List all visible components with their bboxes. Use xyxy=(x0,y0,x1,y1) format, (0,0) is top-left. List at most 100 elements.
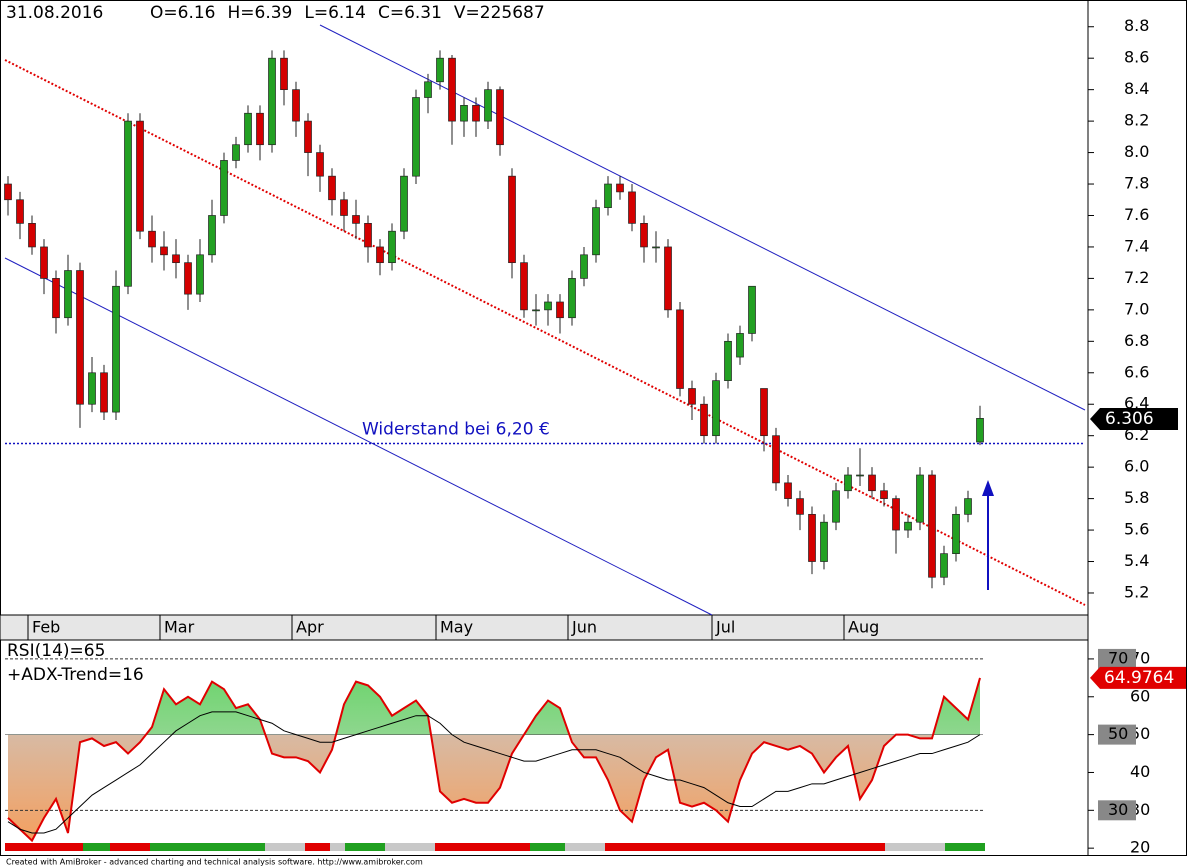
trend-strip xyxy=(5,843,985,851)
candle-body xyxy=(340,199,348,216)
candle-body xyxy=(688,388,696,405)
y-tick-label: 8.6 xyxy=(1124,48,1149,67)
candle-body xyxy=(832,490,840,523)
candle-body xyxy=(640,223,648,248)
legend-label: +ADX-Trend=16 xyxy=(7,665,144,685)
y-tick-label: 8.2 xyxy=(1124,111,1149,130)
series-line xyxy=(7,711,981,834)
candle-body xyxy=(244,112,252,146)
candle-body xyxy=(64,270,72,319)
candle-body xyxy=(172,254,180,264)
candle-body xyxy=(844,474,852,492)
candle-body xyxy=(268,57,276,146)
candle-body xyxy=(16,199,24,224)
candle-body xyxy=(532,309,540,312)
candle-body xyxy=(856,474,864,477)
candle-body xyxy=(952,513,960,555)
candle-body xyxy=(424,81,432,98)
x-tick-label: Feb xyxy=(32,618,60,637)
y-tick-label: 5.8 xyxy=(1124,488,1149,507)
y-tick-label: 6.4 xyxy=(1124,394,1149,413)
y-tick-label: 40 xyxy=(1130,762,1150,781)
candle-body xyxy=(616,183,624,193)
date-strip xyxy=(0,614,1089,641)
ohlcv-label: V=225687 xyxy=(454,3,545,23)
candle-body xyxy=(544,301,552,311)
legend-label: RSI(14)=65 xyxy=(7,641,105,661)
ohlcv-label: H=6.39 xyxy=(227,3,292,23)
level-label: 30 xyxy=(1108,800,1128,819)
y-tick-label: 8.0 xyxy=(1124,142,1149,161)
y-tick-label: 5.2 xyxy=(1124,582,1149,601)
candle-body xyxy=(148,230,156,248)
candle-body xyxy=(700,403,708,437)
candle-body xyxy=(100,372,108,413)
rsi-fill-down xyxy=(8,735,933,841)
candle-body xyxy=(724,340,732,381)
last-rsi-box xyxy=(1090,666,1186,689)
annotation: Widerstand bei 6,20 € xyxy=(362,420,550,440)
x-tick-label: Jun xyxy=(571,618,597,637)
series-line xyxy=(7,677,981,843)
y-tick-label: 6.0 xyxy=(1124,457,1149,476)
candle-body xyxy=(748,285,756,334)
y-tick-label: 20 xyxy=(1130,838,1150,857)
candle-body xyxy=(520,262,528,311)
y-tick-label: 7.6 xyxy=(1124,205,1149,224)
candle-body xyxy=(352,215,360,224)
candle-body xyxy=(652,246,660,249)
channel-upper xyxy=(319,24,1086,411)
x-tick-label: Mar xyxy=(164,618,195,637)
candle-body xyxy=(40,246,48,279)
last-price-box xyxy=(1090,408,1178,431)
candle-body xyxy=(760,388,768,437)
candle-body xyxy=(676,309,684,389)
candle-body xyxy=(256,112,264,146)
ohlcv-label: L=6.14 xyxy=(304,3,366,23)
candle-body xyxy=(484,89,492,122)
candle-body xyxy=(580,254,588,279)
candle-body xyxy=(124,120,132,287)
candle-body xyxy=(568,278,576,319)
candle-body xyxy=(940,553,948,578)
candle-body xyxy=(4,183,12,201)
candle-body xyxy=(52,278,60,319)
candle-body xyxy=(280,57,288,91)
x-tick-label: Apr xyxy=(296,618,324,637)
arrow-head xyxy=(982,480,994,496)
candle-body xyxy=(208,215,216,256)
footer: Created with AmiBroker - advanced charti… xyxy=(6,858,423,867)
candle-body xyxy=(412,97,420,177)
candle-body xyxy=(184,262,192,295)
y-tick-label: 7.2 xyxy=(1124,268,1149,287)
candle-body xyxy=(880,490,888,499)
candle-body xyxy=(460,105,468,122)
candle-body xyxy=(388,230,396,264)
last-rsi-label: 64.9764 xyxy=(1104,668,1174,688)
candle-body xyxy=(376,246,384,264)
candle-body xyxy=(220,160,228,216)
channel-lower xyxy=(4,257,713,616)
candle-body xyxy=(820,521,828,562)
candle-body xyxy=(892,498,900,531)
y-tick-label: 8.8 xyxy=(1124,16,1149,35)
y-tick-label: 60 xyxy=(1130,686,1150,705)
y-tick-label: 7.8 xyxy=(1124,174,1149,193)
candle-body xyxy=(784,482,792,499)
candle-body xyxy=(292,89,300,122)
candle-body xyxy=(904,521,912,531)
candle-body xyxy=(928,474,936,578)
level-label: 70 xyxy=(1108,648,1128,667)
candle-body xyxy=(736,333,744,358)
candle-body xyxy=(304,120,312,153)
candle-body xyxy=(772,435,780,484)
candle-body xyxy=(232,144,240,161)
candle-body xyxy=(976,418,984,443)
candle-body xyxy=(592,207,600,256)
y-tick-label: 6.6 xyxy=(1124,362,1149,381)
candle-body xyxy=(868,474,876,492)
candle-body xyxy=(112,285,120,413)
candle-body xyxy=(796,498,804,515)
date-title: 31.08.2016 xyxy=(6,3,103,23)
candle-body xyxy=(472,105,480,122)
